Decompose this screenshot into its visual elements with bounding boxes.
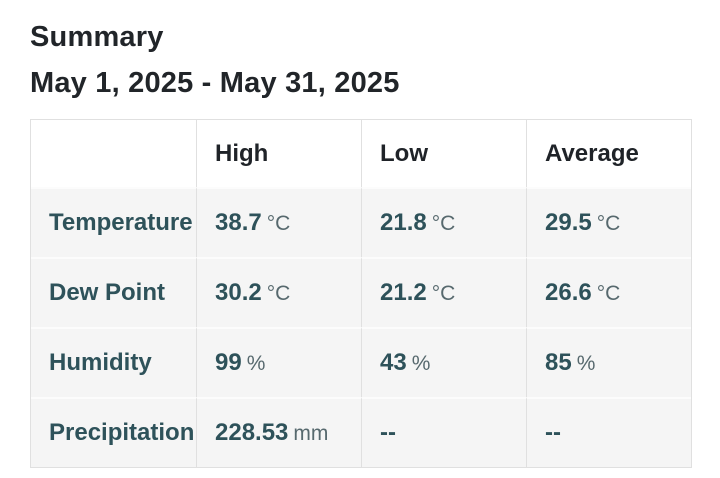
humidity-high-unit: % — [246, 352, 266, 375]
humidity-average-cell: 85% — [526, 327, 691, 397]
dew-point-average-unit: °C — [596, 282, 621, 305]
precipitation-high-value: 228.53 — [215, 419, 289, 446]
dew-point-low-value: 21.2 — [380, 279, 427, 306]
temperature-low-cell: 21.8 °C — [361, 187, 526, 257]
dew-point-high-value: 30.2 — [215, 279, 262, 306]
table-row-precipitation: Precipitation 228.53 mm -- -- — [31, 397, 691, 467]
header-cell-empty — [31, 120, 196, 187]
humidity-high-value: 99 — [215, 349, 242, 376]
dew-point-high-cell: 30.2 °C — [196, 257, 361, 327]
dew-point-average-cell: 26.6 °C — [526, 257, 691, 327]
dew-point-average-value: 26.6 — [545, 279, 592, 306]
precipitation-average-value: -- — [545, 419, 561, 446]
temperature-average-unit: °C — [596, 212, 621, 235]
title-block: Summary May 1, 2025 - May 31, 2025 — [30, 14, 690, 106]
humidity-high-cell: 99% — [196, 327, 361, 397]
row-label-dew-point: Dew Point — [31, 257, 196, 327]
humidity-low-value: 43 — [380, 349, 407, 376]
temperature-average-cell: 29.5 °C — [526, 187, 691, 257]
precipitation-low-value: -- — [380, 419, 396, 446]
humidity-low-unit: % — [411, 352, 431, 375]
header-cell-low: Low — [361, 120, 526, 187]
header-row: High Low Average — [31, 120, 691, 187]
precipitation-high-cell: 228.53 mm — [196, 397, 361, 467]
temperature-low-unit: °C — [431, 212, 456, 235]
page-title: Summary — [30, 21, 164, 53]
dew-point-low-unit: °C — [431, 282, 456, 305]
precipitation-high-unit: mm — [293, 422, 329, 445]
table-row-humidity: Humidity 99% 43% 85% — [31, 327, 691, 397]
row-label-humidity: Humidity — [31, 327, 196, 397]
humidity-average-value: 85 — [545, 349, 572, 376]
temperature-low-value: 21.8 — [380, 209, 427, 236]
dew-point-high-unit: °C — [266, 282, 291, 305]
row-label-precipitation: Precipitation — [31, 397, 196, 467]
precipitation-low-cell: -- — [361, 397, 526, 467]
temperature-high-value: 38.7 — [215, 209, 262, 236]
temperature-high-unit: °C — [266, 212, 291, 235]
table-row-temperature: Temperature 38.7 °C 21.8 °C 29.5 °C — [31, 187, 691, 257]
header-cell-high: High — [196, 120, 361, 187]
header-cell-average: Average — [526, 120, 691, 187]
dew-point-low-cell: 21.2 °C — [361, 257, 526, 327]
summary-table: High Low Average Temperature 38.7 °C 21.8… — [30, 119, 692, 468]
precipitation-average-cell: -- — [526, 397, 691, 467]
temperature-high-cell: 38.7 °C — [196, 187, 361, 257]
humidity-low-cell: 43% — [361, 327, 526, 397]
humidity-average-unit: % — [576, 352, 596, 375]
table-row-dew-point: Dew Point 30.2 °C 21.2 °C 26.6 °C — [31, 257, 691, 327]
date-range: May 1, 2025 - May 31, 2025 — [30, 67, 400, 99]
row-label-temperature: Temperature — [31, 187, 196, 257]
temperature-average-value: 29.5 — [545, 209, 592, 236]
